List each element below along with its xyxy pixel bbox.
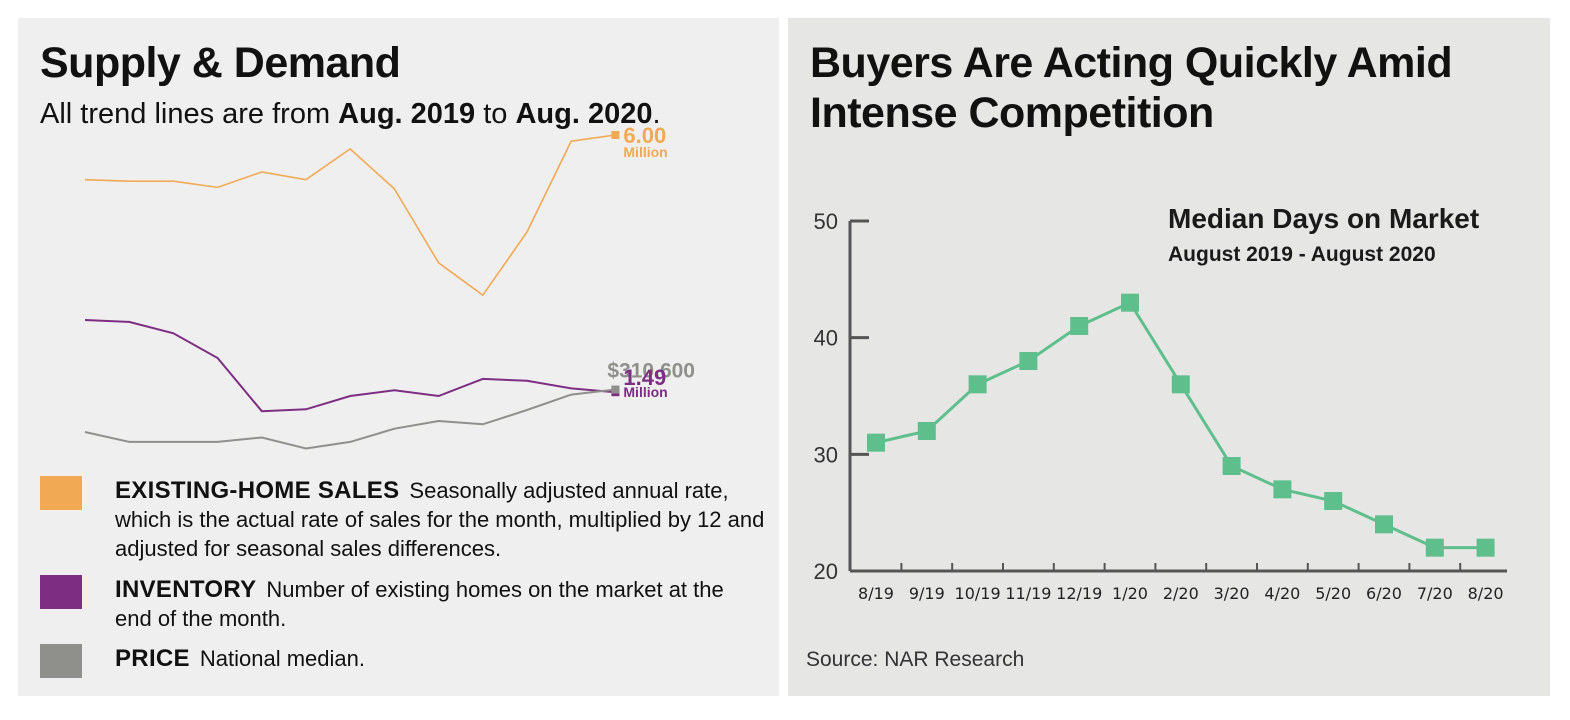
y-tick-label: 30 [814,442,838,467]
end-marker-price [611,385,620,394]
data-point-marker [867,433,885,452]
legend-text-sales: EXISTING-HOME SALES Seasonally adjusted a… [115,476,780,563]
x-tick-label: 7/20 [1417,584,1453,603]
x-tick-label: 12/19 [1056,584,1102,603]
panel-title: Buyers Are Acting Quickly Amid Intense C… [810,39,1453,137]
data-point-marker [1019,352,1038,370]
sales-end-value: 6.00 [623,123,666,148]
legend-term-inventory: INVENTORY [115,576,257,603]
panel-subtitle: All trend lines are from Aug. 2019 to Au… [40,98,661,131]
x-tick-label: 4/20 [1264,584,1300,603]
data-point-marker [917,422,936,440]
legend-swatch-price [40,644,82,678]
source-note: Source: NAR Research [806,648,1025,671]
legend-term-sales: EXISTING-HOME SALES [115,477,400,504]
legend-term-price: PRICE [115,645,190,672]
y-tick-label: 40 [814,326,838,351]
inventory-end-unit: Million [623,384,667,400]
subtitle-start-date: Aug. 2019 [338,98,476,130]
subtitle-suffix: . [652,98,661,130]
x-tick-label: 6/20 [1366,584,1402,603]
x-tick-label: 8/20 [1468,584,1504,603]
chart-subtitle: August 2019 - August 2020 [1168,243,1436,266]
legend-text-price: PRICE National median. [115,644,780,673]
data-point-marker [1222,457,1241,475]
data-point-marker [1171,375,1190,394]
subtitle-prefix: All trend lines are from [40,98,339,130]
data-point-marker [1375,515,1393,534]
legend-text-inventory: INVENTORY Number of existing homes on the… [115,575,745,633]
x-tick-label: 11/19 [1005,584,1051,603]
data-point-marker [1273,480,1292,499]
data-point-marker [1070,317,1089,335]
series-line-price [84,388,616,450]
x-tick-label: 5/20 [1315,584,1351,603]
data-point-marker [1425,538,1444,557]
x-tick-label: 9/19 [909,584,945,603]
legend-description-inventory: Number of existing homes on the market a… [115,577,724,631]
data-point-marker [1121,293,1139,312]
inventory-end-value: 1.49 [623,365,666,390]
y-tick-label: 50 [814,209,838,234]
legend-swatch-inventory [40,575,82,609]
series-line-sales [84,134,616,297]
data-point-marker [1476,538,1495,557]
sales-end-unit: Million [623,144,667,160]
days-on-market-line [875,300,1486,550]
legend-description-price: National median. [199,646,365,671]
x-tick-label: 3/20 [1214,584,1250,603]
subtitle-middle: to [475,98,516,130]
price-end-value: $310.600 [607,360,695,383]
days-on-market-panel: Buyers Are Acting Quickly Amid Intense C… [788,18,1550,696]
subtitle-end-date: Aug. 2020 [515,98,653,130]
supply-demand-panel: Supply & Demand All trend lines are from… [18,18,779,696]
end-marker-sales [611,131,620,139]
panel-title: Supply & Demand [40,39,401,87]
x-tick-label: 10/19 [955,584,1001,603]
x-tick-label: 8/19 [858,584,894,603]
data-point-marker [968,375,987,394]
legend-description-sales: Seasonally adjusted annual rate, which i… [115,478,765,561]
days-on-market-chart: 20 30 40 50 8/19 9/19 10/19 11/19 12/19 1/20 2/20 3… [814,203,1507,603]
x-tick-label: 1/20 [1112,584,1148,603]
y-tick-label: 20 [814,559,838,584]
data-point-marker [1324,492,1343,510]
legend-swatch-sales [40,476,82,510]
series-line-inventory [84,319,616,413]
x-tick-label: 2/20 [1163,584,1199,603]
chart-title: Median Days on Market [1168,203,1479,234]
